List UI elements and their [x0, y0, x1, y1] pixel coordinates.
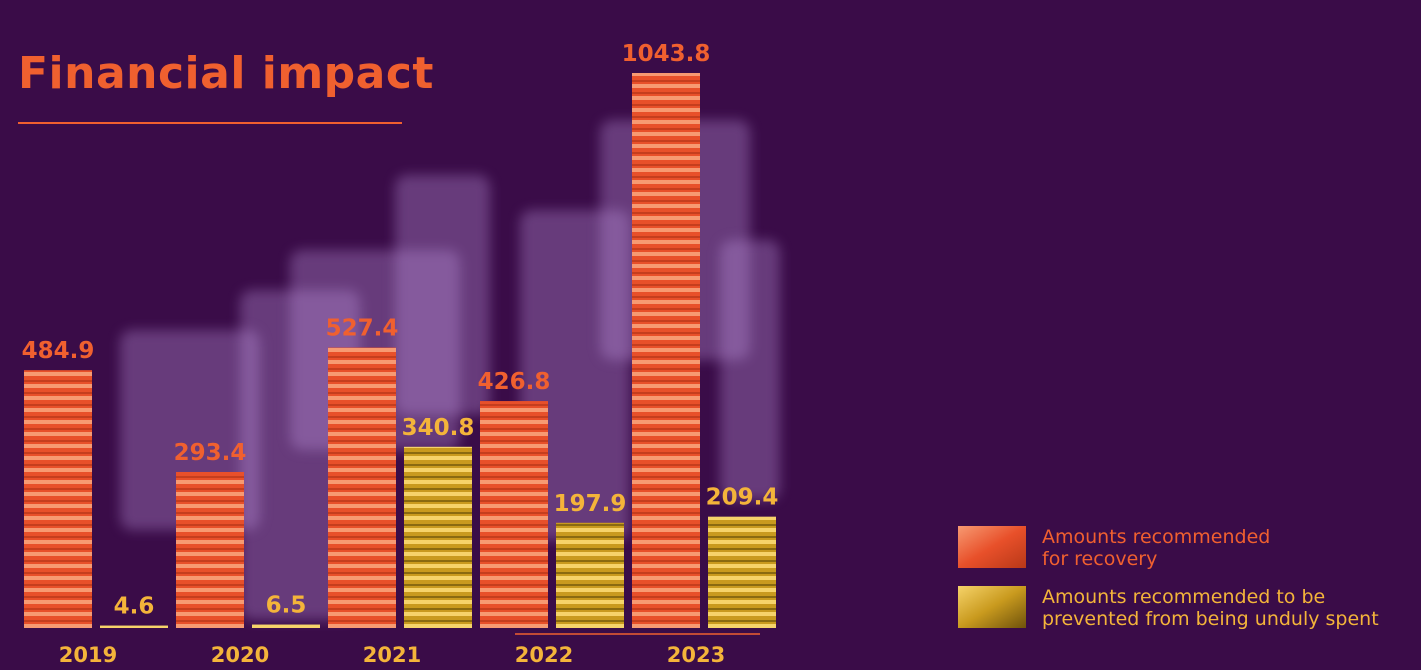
value-label-recovery-2023: 1043.8 [622, 41, 711, 67]
title-underline [18, 122, 402, 124]
bar-recovery-2019 [24, 370, 92, 628]
value-label-recovery-2021: 527.4 [326, 316, 399, 342]
value-label-recovery-2020: 293.4 [174, 440, 247, 466]
year-label-2019: 2019 [59, 643, 117, 667]
year-label-2022: 2022 [515, 643, 573, 667]
bar-prevented-2020 [252, 624, 320, 628]
value-label-recovery-2022: 426.8 [478, 369, 551, 395]
background-stack [720, 240, 780, 500]
page-title: Financial impact [18, 48, 434, 99]
value-label-prevented-2022: 197.9 [554, 491, 627, 517]
bar-prevented-2023 [708, 516, 776, 628]
value-label-recovery-2019: 484.9 [22, 338, 95, 364]
bar-recovery-2020 [176, 471, 244, 628]
legend-item-prevented: Amounts recommended to be prevented from… [958, 586, 1421, 630]
value-label-prevented-2023: 209.4 [706, 485, 779, 511]
legend-label-prevented: Amounts recommended to be prevented from… [1042, 586, 1379, 630]
year-label-2020: 2020 [211, 643, 269, 667]
value-label-prevented-2019: 4.6 [114, 594, 155, 620]
bar-prevented-2021 [404, 446, 472, 628]
year-label-2023: 2023 [667, 643, 725, 667]
legend-swatch-recovery [958, 526, 1026, 568]
legend-label-recovery: Amounts recommended for recovery [1042, 526, 1271, 570]
legend-swatch-prevented [958, 586, 1026, 628]
bar-prevented-2019 [100, 625, 168, 628]
bar-prevented-2022 [556, 522, 624, 628]
legend-item-recovery: Amounts recommended for recovery [958, 526, 1421, 570]
value-label-prevented-2021: 340.8 [402, 415, 475, 441]
bar-recovery-2023 [632, 73, 700, 628]
background-stack [395, 175, 490, 415]
value-label-prevented-2020: 6.5 [266, 593, 307, 619]
bar-recovery-2021 [328, 347, 396, 628]
year-label-2021: 2021 [363, 643, 421, 667]
bar-recovery-2022 [480, 401, 548, 628]
